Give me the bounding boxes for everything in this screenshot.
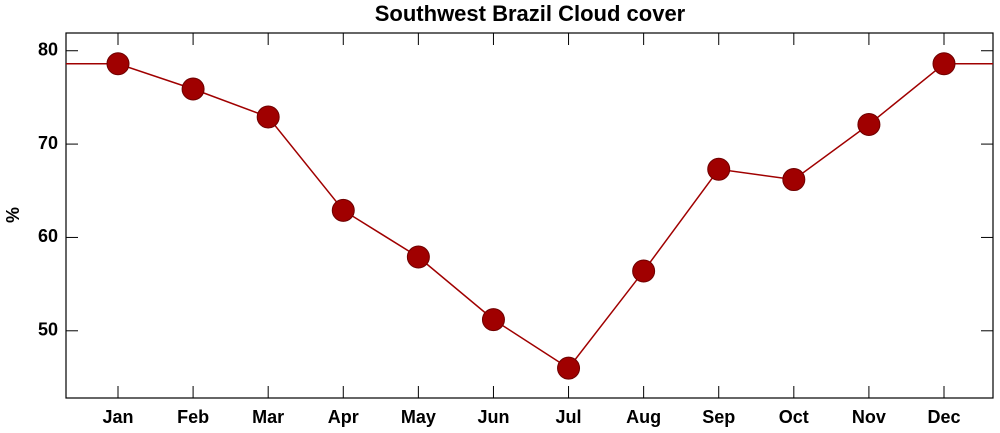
point [406, 245, 430, 269]
point [256, 105, 280, 129]
y-tick-label: 60 [38, 226, 58, 246]
point [707, 157, 731, 181]
point [557, 356, 581, 380]
y-tick-label: 80 [38, 39, 58, 59]
point [782, 168, 806, 192]
x-tick-label: Aug [626, 407, 661, 427]
y-tick-label: 50 [38, 320, 58, 340]
x-tick-label: Dec [927, 407, 960, 427]
y-tick-label: 70 [38, 133, 58, 153]
series-line [117, 63, 945, 370]
x-tick-label: Feb [177, 407, 209, 427]
point [181, 77, 205, 101]
point [632, 259, 656, 283]
x-tick-label: May [401, 407, 436, 427]
chart-title: Southwest Brazil Cloud cover [375, 1, 686, 26]
x-tick-label: Apr [328, 407, 359, 427]
x-tick-label: Jul [556, 407, 582, 427]
x-tick-label: Oct [779, 407, 809, 427]
y-axis-label: % [3, 207, 23, 223]
x-tick-label: Sep [702, 407, 735, 427]
x-tick-label: Mar [252, 407, 284, 427]
point [857, 112, 881, 136]
x-tick-label: Nov [852, 407, 886, 427]
point [106, 52, 130, 76]
point [932, 52, 956, 76]
point [481, 308, 505, 332]
plot-frame [65, 32, 994, 399]
x-tick-label: Jun [477, 407, 509, 427]
x-tick-label: Jan [102, 407, 133, 427]
point [331, 198, 355, 222]
